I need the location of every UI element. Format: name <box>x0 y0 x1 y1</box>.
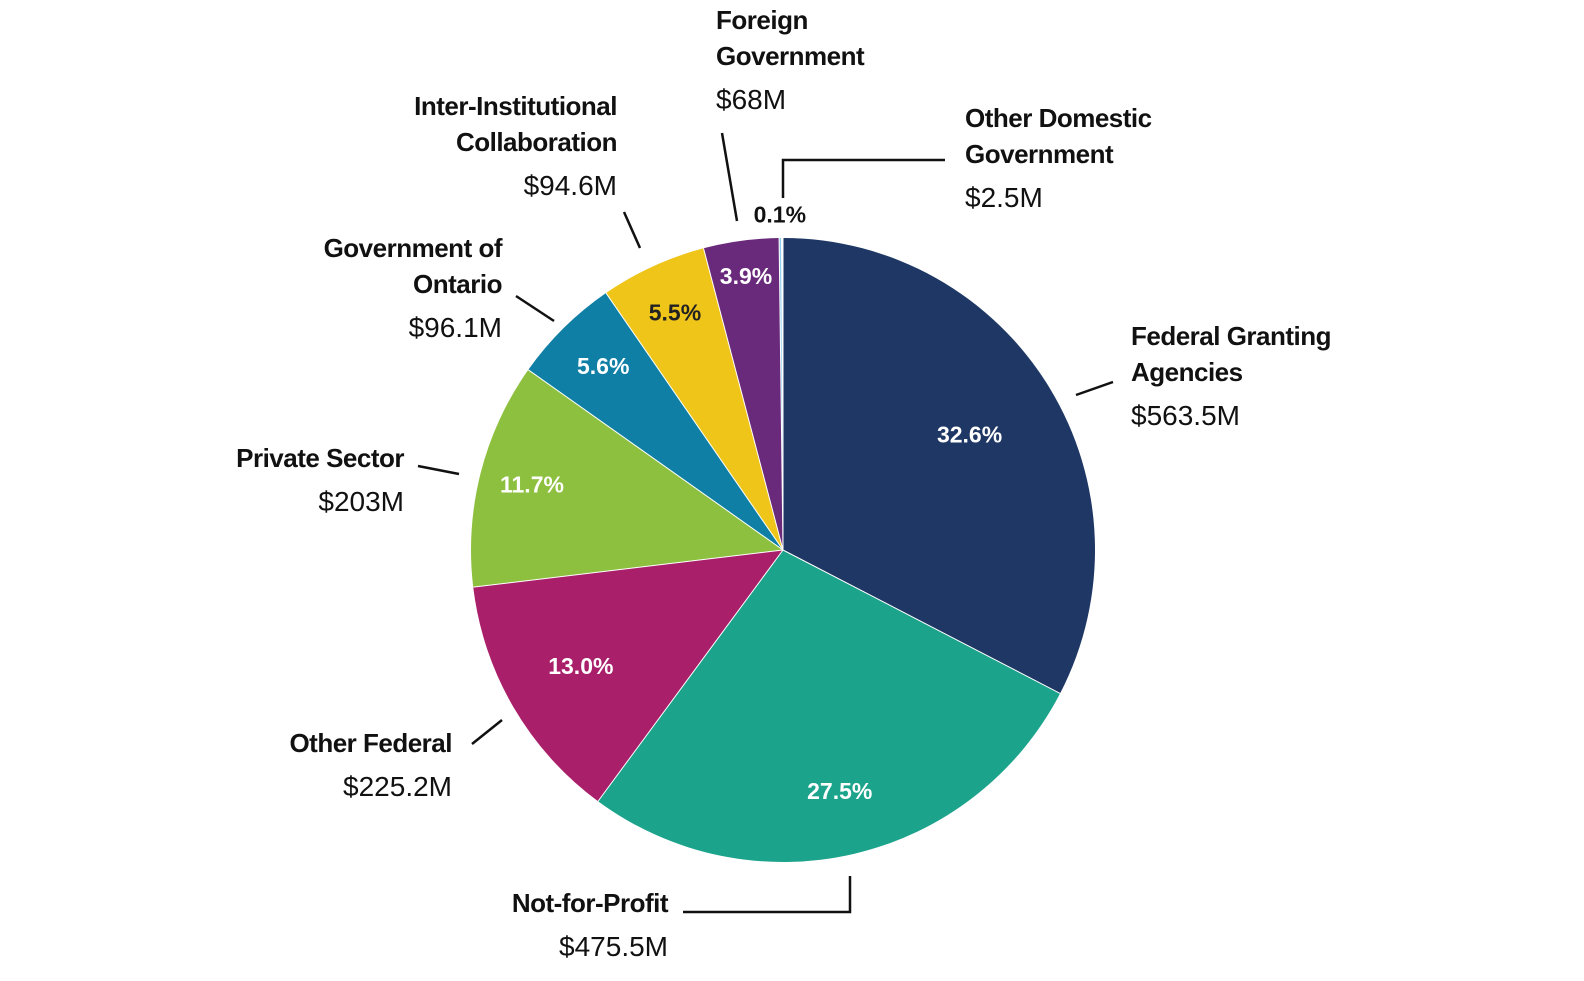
amount-label: $203M <box>318 486 404 517</box>
amount-label: $96.1M <box>408 312 502 343</box>
percent-label: 27.5% <box>807 778 872 804</box>
category-name: Not-for-Profit <box>511 888 669 918</box>
leader-line <box>1075 380 1114 397</box>
slice-separator <box>782 549 1061 694</box>
pie-slice <box>606 248 783 550</box>
slice-separator <box>473 549 784 588</box>
slice-label: Private Sector $203M <box>104 440 404 518</box>
leader-line <box>515 294 555 323</box>
percent-label: 5.6% <box>577 353 629 379</box>
amount-label: $2.5M <box>965 182 1043 213</box>
percent-label: 5.5% <box>649 300 701 326</box>
percent-label: 0.1% <box>754 201 806 227</box>
category-name: Government of Ontario <box>323 233 503 299</box>
category-name: Other Federal <box>289 728 452 758</box>
slice-separator <box>605 292 784 551</box>
slice-separator <box>778 238 784 551</box>
percent-label: 11.7% <box>500 471 564 497</box>
slice-label: Other Domestic Government $2.5M <box>965 100 1200 214</box>
slice-label: Federal Granting Agencies $563.5M <box>1131 318 1381 432</box>
category-name: Private Sector <box>236 443 404 473</box>
category-name: Foreign Government <box>716 5 865 71</box>
slice-label: Inter-Institutional Collaboration $94.6M <box>337 88 617 202</box>
amount-label: $563.5M <box>1131 400 1240 431</box>
slice-separator <box>703 248 784 551</box>
slice-label: Foreign Government $68M <box>716 2 891 116</box>
leader-line <box>471 719 503 745</box>
pie-slice <box>528 293 783 550</box>
category-name: Other Domestic Government <box>965 103 1152 169</box>
amount-label: $225.2M <box>343 771 452 802</box>
leader-line <box>683 876 852 914</box>
percent-label: 13.0% <box>548 653 613 679</box>
amount-label: $94.6M <box>523 170 617 201</box>
pie-slice <box>783 238 1096 694</box>
leader-line <box>417 464 460 476</box>
category-name: Inter-Institutional Collaboration <box>414 91 617 157</box>
pie-slice <box>471 369 783 588</box>
pie-slice <box>598 550 1061 862</box>
pie-slice <box>473 550 783 802</box>
leader-line <box>720 132 739 222</box>
pie-slice <box>703 238 783 550</box>
slice-separator <box>528 369 784 551</box>
slice-label: Not-for-Profit $475.5M <box>418 885 669 963</box>
percent-label: 3.9% <box>720 263 772 289</box>
leader-line <box>781 158 945 198</box>
slice-label: Government of Ontario $96.1M <box>322 230 503 344</box>
percent-label: 32.6% <box>937 422 1002 448</box>
leader-line <box>622 211 642 249</box>
slice-label: Other Federal $225.2M <box>152 725 452 803</box>
slice-separator <box>597 549 784 802</box>
category-name: Federal Granting Agencies <box>1131 321 1332 387</box>
amount-label: $475.5M <box>559 931 668 962</box>
amount-label: $68M <box>716 84 787 115</box>
